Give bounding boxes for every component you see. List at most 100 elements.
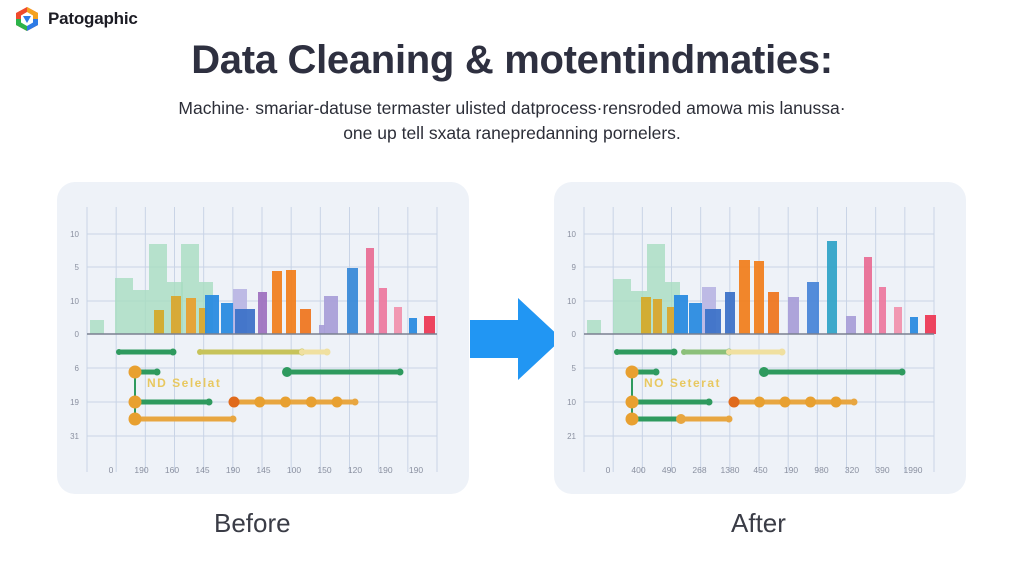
bar xyxy=(807,282,819,334)
page-subtitle: Machine· smariar-datuse termaster uliste… xyxy=(150,96,874,146)
before-chart-panel: 10 5 10 0 6 19 31 ND Selelat 0 190 160 145 190 145 100… xyxy=(57,182,469,494)
timeline xyxy=(116,348,404,426)
before-caption: Before xyxy=(214,508,291,538)
y-tick-label: 10 xyxy=(567,398,576,407)
y-tick-label: 10 xyxy=(70,230,79,239)
bar xyxy=(827,241,837,334)
x-tick-label: 190 xyxy=(134,465,148,475)
y-tick-label: 6 xyxy=(75,364,80,373)
bar xyxy=(133,290,149,334)
bar xyxy=(754,261,764,334)
bar xyxy=(199,308,207,334)
bar xyxy=(154,310,164,334)
y-tick-label: 31 xyxy=(70,432,79,441)
grid xyxy=(86,207,438,472)
x-tick-label: 190 xyxy=(409,465,423,475)
bar xyxy=(258,292,267,334)
after-chart: 10 9 10 0 5 10 21 NO Seterat 0 400 490 268 1380 450 19… xyxy=(567,207,936,475)
page-title: Data Cleaning & motentindmaties: xyxy=(191,38,833,82)
bar xyxy=(300,309,311,334)
x-tick-label: 400 xyxy=(631,465,645,475)
hexagon-logo-icon xyxy=(16,7,38,31)
bar xyxy=(324,296,338,334)
bar xyxy=(272,271,282,334)
x-tick-label: 1380 xyxy=(721,465,740,475)
y-tick-label: 19 xyxy=(70,398,79,407)
bar xyxy=(725,292,735,334)
chart-annotation: ND Selelat xyxy=(147,376,221,390)
subtitle-line-2: one up tell sxata ranepredanning pornele… xyxy=(343,123,681,143)
bar xyxy=(788,297,799,334)
after-chart-panel: 10 9 10 0 5 10 21 NO Seterat 0 400 490 268 1380 450 19… xyxy=(554,182,966,494)
x-tick-label: 320 xyxy=(845,465,859,475)
bar xyxy=(879,287,886,334)
bar xyxy=(379,288,387,334)
chart-annotation: NO Seterat xyxy=(644,376,721,390)
bar xyxy=(171,296,181,334)
x-tick-label: 190 xyxy=(226,465,240,475)
x-tick-label: 150 xyxy=(317,465,331,475)
bar xyxy=(366,248,374,334)
x-tick-label: 145 xyxy=(256,465,270,475)
arrow-right-icon xyxy=(470,298,562,380)
bar xyxy=(613,279,631,334)
bar xyxy=(319,325,325,334)
y-tick-label: 0 xyxy=(572,330,577,339)
bar xyxy=(846,316,856,334)
y-tick-label: 21 xyxy=(567,432,576,441)
x-tick-label: 450 xyxy=(753,465,767,475)
x-tick-label: 190 xyxy=(378,465,392,475)
y-tick-label: 9 xyxy=(572,263,577,272)
x-tick-label: 1990 xyxy=(904,465,923,475)
x-tick-label: 120 xyxy=(348,465,362,475)
bar xyxy=(235,309,255,334)
bar xyxy=(587,320,601,334)
x-tick-label: 268 xyxy=(692,465,706,475)
bar xyxy=(205,295,219,334)
timeline xyxy=(614,348,906,426)
bar xyxy=(641,297,651,334)
x-tick-label: 100 xyxy=(287,465,301,475)
after-caption: After xyxy=(731,508,786,538)
x-tick-label: 190 xyxy=(784,465,798,475)
bar xyxy=(286,270,296,334)
bars xyxy=(90,244,435,334)
brand-name: Patogaphic xyxy=(48,9,138,28)
y-tick-label: 5 xyxy=(75,263,80,272)
brand: Patogaphic xyxy=(14,6,138,32)
x-tick-label: 0 xyxy=(606,465,611,475)
x-tick-label: 980 xyxy=(814,465,828,475)
y-tick-label: 5 xyxy=(572,364,577,373)
bar xyxy=(689,303,702,334)
bar xyxy=(409,318,417,334)
y-tick-label: 10 xyxy=(567,230,576,239)
bar xyxy=(667,307,674,334)
x-tick-label: 145 xyxy=(195,465,209,475)
y-tick-label: 0 xyxy=(75,330,80,339)
bar xyxy=(864,257,872,334)
x-tick-label: 0 xyxy=(109,465,114,475)
x-tick-label: 160 xyxy=(165,465,179,475)
bar xyxy=(653,299,662,334)
grid xyxy=(583,207,935,472)
bar xyxy=(90,320,104,334)
bar xyxy=(739,260,750,334)
y-tick-label: 10 xyxy=(70,297,79,306)
bar xyxy=(221,303,234,334)
bar xyxy=(705,309,721,334)
x-tick-label: 490 xyxy=(662,465,676,475)
bar xyxy=(910,317,918,334)
bar xyxy=(394,307,402,334)
bar xyxy=(925,315,936,334)
bar xyxy=(115,278,133,334)
bar xyxy=(768,292,779,334)
bar xyxy=(347,268,358,334)
subtitle-line-1: Machine· smariar-datuse termaster uliste… xyxy=(178,98,846,118)
bar xyxy=(674,295,688,334)
bars xyxy=(587,241,936,334)
y-tick-label: 10 xyxy=(567,297,576,306)
bar xyxy=(186,298,196,334)
bar xyxy=(424,316,435,334)
x-tick-label: 390 xyxy=(875,465,889,475)
